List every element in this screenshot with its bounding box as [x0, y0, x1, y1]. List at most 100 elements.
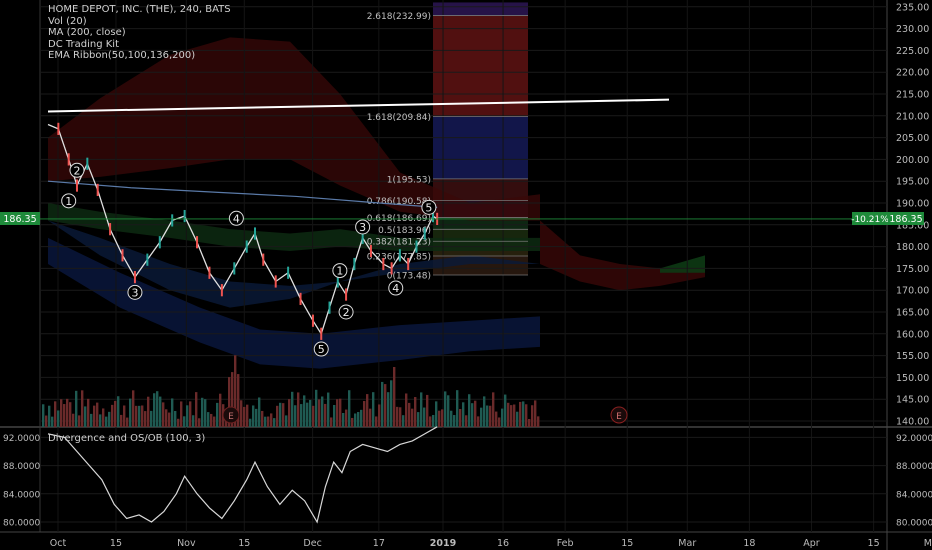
volume-bar [177, 418, 180, 427]
right-price-tag [888, 212, 924, 225]
volume-bar [519, 401, 522, 427]
indicator-dc[interactable]: DC Trading Kit [48, 38, 119, 50]
volume-bar [402, 415, 405, 427]
indicator-ema-ribbon[interactable]: EMA Ribbon(50,100,136,200) [48, 50, 196, 61]
earnings-marker-1[interactable] [222, 406, 240, 424]
indicator-ma[interactable]: MA (200, close) [48, 27, 126, 38]
volume-bar [96, 402, 99, 427]
volume-bar [324, 403, 327, 427]
volume-bar [348, 390, 351, 427]
x-tick-6: 2019 [430, 538, 456, 549]
y-tick-235: 235.00 [896, 2, 929, 13]
trendline[interactable] [47, 98, 670, 113]
x-tick-4: Dec [303, 538, 321, 549]
ribbon-mid-band [48, 203, 540, 251]
volume-bar [75, 390, 78, 427]
pct-change-text: -10.21% [851, 215, 889, 225]
volume-bar [462, 402, 465, 427]
volume-bar [516, 411, 519, 427]
volume-bar [180, 401, 183, 427]
wave-circle-8 [388, 280, 404, 296]
y-tick-220: 220.00 [896, 68, 929, 79]
volume-bar [87, 398, 90, 427]
oscillator-title[interactable]: Divergence and OS/OB (100, 3) [48, 433, 206, 444]
volume-bar [522, 401, 525, 427]
volume-bar [270, 413, 273, 427]
y-tick-230: 230.00 [896, 24, 929, 35]
volume-bar [399, 407, 402, 427]
volume-bar [426, 394, 429, 427]
volume-bar [468, 394, 471, 427]
y-tick-185: 185.00 [896, 220, 929, 231]
volume-bar [474, 400, 477, 427]
volume-bar [246, 404, 249, 427]
volume-bar [351, 417, 354, 427]
volume-bar [360, 409, 363, 427]
volume-bar [63, 404, 66, 427]
volume-bar [114, 400, 117, 427]
volume-bar [387, 392, 390, 427]
volume-bar [525, 404, 528, 427]
volume-bar [156, 391, 159, 427]
volume-bar [168, 412, 171, 427]
right-price-text: 186.35 [889, 214, 922, 225]
volume-bar [417, 412, 420, 427]
volume-bar [288, 399, 291, 427]
left-price-text: 186.35 [3, 214, 36, 225]
volume-bar [312, 405, 315, 427]
volume-bar [414, 397, 417, 427]
fib-label-6: 0.382(181.23) [367, 238, 431, 248]
volume-bar [198, 418, 201, 427]
volume-bar [141, 405, 144, 427]
volume-bar [165, 409, 168, 427]
osc-y-tick-left-3: 92.0000 [3, 434, 40, 444]
fib-label-5: 0.5(183.96) [378, 226, 431, 236]
volume-bar [420, 392, 423, 427]
volume-bar [72, 413, 75, 427]
volume-bar [378, 404, 381, 427]
volume-bar [330, 417, 333, 427]
volume-bar [111, 404, 114, 427]
x-tick-9: 15 [621, 538, 633, 549]
volume-bar [120, 414, 123, 427]
volume-bar [249, 418, 252, 427]
trendline-path [47, 98, 670, 113]
volume-bar [450, 410, 453, 427]
volume-bar [102, 408, 105, 427]
volume-bar [333, 404, 336, 427]
volume-bar [318, 399, 321, 427]
price-labels: 186.35 -10.21% 186.35 E E [0, 212, 924, 424]
fib-zone-5 [433, 217, 528, 230]
volume-bar [204, 399, 207, 427]
volume-bar [438, 410, 441, 427]
wave-label-4: 5 [318, 343, 325, 356]
left-price-tag [0, 212, 40, 225]
indicator-vol[interactable]: Vol (20) [48, 15, 87, 27]
volume-bar [54, 401, 57, 427]
ma-200-line [47, 180, 438, 208]
earnings-marker-2[interactable] [610, 406, 628, 424]
y-tick-170: 170.00 [896, 286, 929, 297]
fib-label-8: 0(173.48) [387, 272, 431, 282]
y-tick-180: 180.00 [896, 242, 929, 253]
volume-bar [123, 405, 126, 427]
volume-bar [411, 408, 414, 427]
volume-bar [471, 403, 474, 427]
volume-bar [210, 413, 213, 427]
volume-bar [534, 400, 537, 427]
volume-bar [498, 417, 501, 427]
volume-bar [483, 396, 486, 427]
volume-bar [354, 413, 357, 427]
x-tick-8: Feb [557, 538, 574, 549]
volume-bar [90, 413, 93, 427]
volume-bar [282, 403, 285, 427]
volume-bar [357, 412, 360, 427]
x-tick-1: 15 [110, 538, 122, 549]
volume-bar [459, 408, 462, 427]
volume-bar [234, 355, 237, 427]
volume-bar [309, 399, 312, 427]
volume-bar [117, 396, 120, 427]
volume-bar [237, 374, 240, 427]
symbol-title[interactable]: HOME DEPOT, INC. (THE), 240, BATS [48, 4, 231, 15]
